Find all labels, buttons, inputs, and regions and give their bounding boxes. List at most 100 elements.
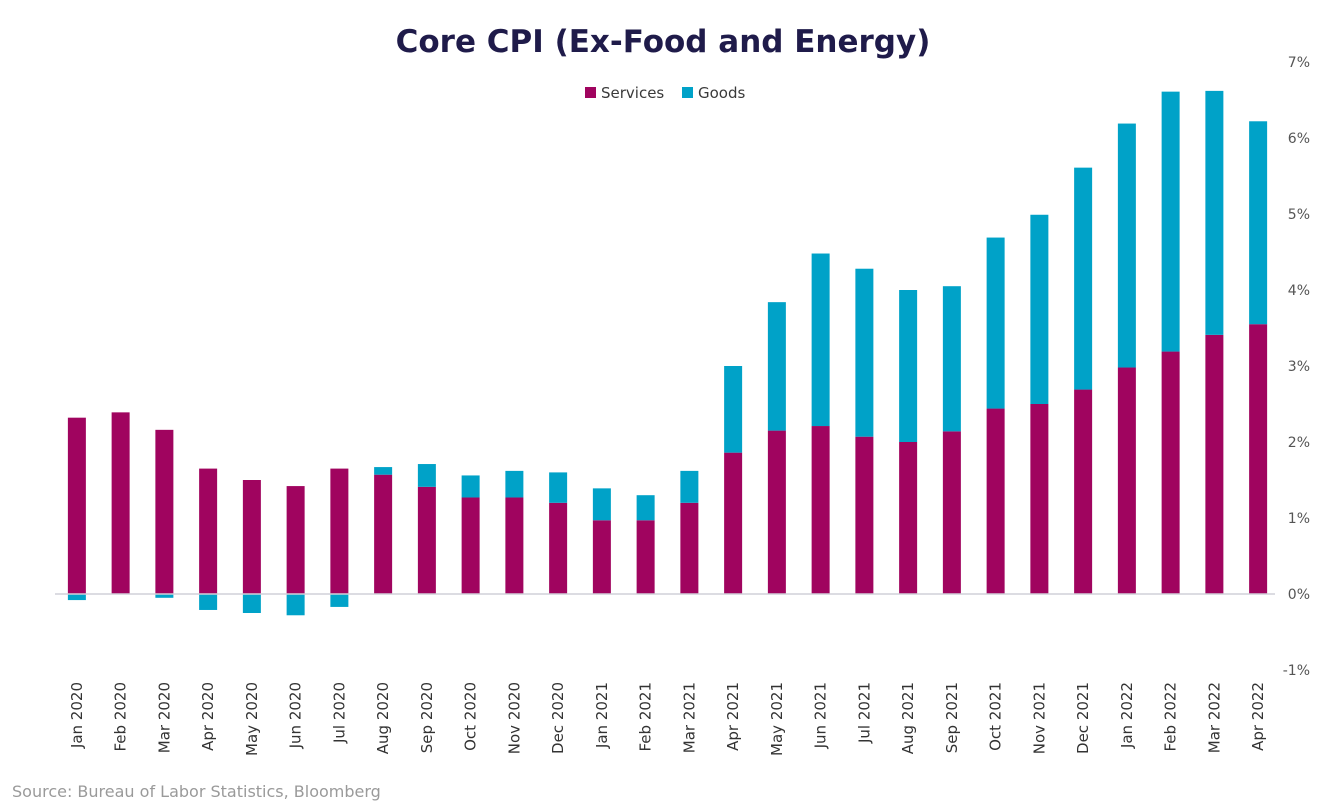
y-tick-label: -1%	[1283, 663, 1310, 679]
x-tick-label: Apr 2020	[199, 682, 217, 751]
bar-services	[636, 520, 655, 594]
bar-services	[811, 426, 830, 594]
x-tick-label: Jul 2021	[855, 682, 873, 744]
x-tick-label: Aug 2020	[374, 682, 392, 754]
x-tick-label: Oct 2021	[987, 682, 1005, 751]
bar-services	[286, 486, 305, 594]
bar-goods	[67, 594, 86, 601]
legend-label-services: Services	[601, 84, 664, 102]
y-tick-label: 7%	[1288, 55, 1310, 71]
bar-goods	[1249, 121, 1268, 325]
x-tick-label: Feb 2020	[112, 682, 130, 752]
x-tick-label: Jun 2020	[287, 682, 305, 749]
bar-goods	[505, 470, 524, 498]
bar-goods	[899, 290, 918, 442]
bar-services	[1249, 324, 1268, 594]
bar-services	[549, 502, 568, 594]
legend-label-goods: Goods	[698, 84, 745, 102]
bar-services	[1205, 334, 1224, 594]
x-tick-label: Feb 2022	[1162, 682, 1180, 752]
y-tick-label: 1%	[1288, 511, 1310, 527]
x-axis: Jan 2020 Feb 2020 Mar 2020 Apr 2020 May 2020…	[68, 682, 1267, 756]
y-tick-label: 0%	[1288, 587, 1310, 603]
y-tick-label: 6%	[1288, 131, 1310, 147]
source-note: Source: Bureau of Labor Statistics, Bloo…	[12, 782, 381, 801]
y-tick-label: 4%	[1288, 283, 1310, 299]
x-tick-label: Sep 2020	[418, 682, 436, 753]
bar-goods	[199, 594, 218, 610]
bar-services	[67, 417, 86, 594]
x-tick-label: Jun 2021	[812, 682, 830, 749]
bar-goods	[942, 286, 961, 432]
bar-goods	[636, 495, 655, 521]
chart-title: Core CPI (Ex-Food and Energy)	[396, 24, 931, 60]
legend: Services Goods	[585, 84, 745, 102]
x-tick-label: Apr 2021	[724, 682, 742, 751]
bar-services	[505, 497, 524, 594]
y-tick-label: 2%	[1288, 435, 1310, 451]
bar-goods	[330, 594, 349, 607]
x-tick-label: Jul 2020	[330, 682, 348, 744]
bar-services	[1161, 351, 1180, 594]
bar-goods	[549, 472, 568, 503]
x-tick-label: Mar 2020	[155, 682, 173, 753]
x-tick-label: May 2020	[243, 682, 261, 756]
bar-services	[242, 480, 261, 594]
x-tick-label: May 2021	[768, 682, 786, 756]
bar-services	[942, 431, 961, 594]
x-tick-label: Mar 2022	[1205, 682, 1223, 753]
bar-goods	[417, 464, 436, 487]
bar-goods	[155, 594, 174, 598]
y-tick-label: 3%	[1288, 359, 1310, 375]
bar-services	[155, 429, 174, 594]
x-tick-label: Aug 2021	[899, 682, 917, 754]
bar-services	[1030, 404, 1049, 594]
bar-services	[767, 430, 786, 594]
bar-goods	[1074, 167, 1093, 390]
bar-goods	[461, 475, 480, 498]
bar-goods	[592, 488, 611, 521]
bar-goods	[1161, 91, 1180, 352]
y-axis: 7% 6% 5% 4% 3% 2% 1% 0% -1%	[1283, 55, 1310, 679]
bar-goods	[242, 594, 261, 613]
bar-goods	[1117, 123, 1136, 368]
legend-swatch-services	[585, 87, 596, 98]
bar-services	[417, 486, 436, 594]
bar-services	[592, 520, 611, 594]
bar-goods	[855, 268, 874, 437]
x-tick-label: Feb 2021	[637, 682, 655, 752]
bar-goods	[986, 237, 1005, 409]
bar-services	[111, 412, 130, 594]
bar-goods	[680, 470, 699, 503]
bar-services	[680, 502, 699, 594]
x-tick-label: Dec 2021	[1074, 682, 1092, 754]
x-tick-label: Jan 2020	[68, 682, 86, 749]
bar-services	[199, 468, 218, 594]
x-tick-label: Jan 2021	[593, 682, 611, 749]
bar-services	[1117, 367, 1136, 594]
bar-goods	[767, 302, 786, 431]
bar-services	[330, 468, 349, 594]
bar-services	[374, 474, 393, 594]
x-tick-label: Sep 2021	[943, 682, 961, 753]
x-tick-label: Dec 2020	[549, 682, 567, 754]
x-tick-label: Mar 2021	[680, 682, 698, 753]
bar-goods	[286, 594, 305, 616]
bar-services	[986, 408, 1005, 594]
bar-services	[724, 452, 743, 594]
plot-area	[67, 90, 1268, 616]
bar-goods	[1205, 90, 1224, 335]
bar-goods	[1030, 214, 1049, 404]
bar-goods	[811, 253, 830, 427]
bar-goods	[724, 366, 743, 453]
legend-swatch-goods	[682, 87, 693, 98]
bar-services	[899, 442, 918, 594]
x-tick-label: Nov 2021	[1030, 682, 1048, 754]
bar-goods	[374, 467, 393, 475]
bar-services	[855, 436, 874, 594]
bar-services	[461, 497, 480, 594]
x-tick-label: Jan 2022	[1118, 682, 1136, 749]
x-tick-label: Apr 2022	[1249, 682, 1267, 751]
y-tick-label: 5%	[1288, 207, 1310, 223]
